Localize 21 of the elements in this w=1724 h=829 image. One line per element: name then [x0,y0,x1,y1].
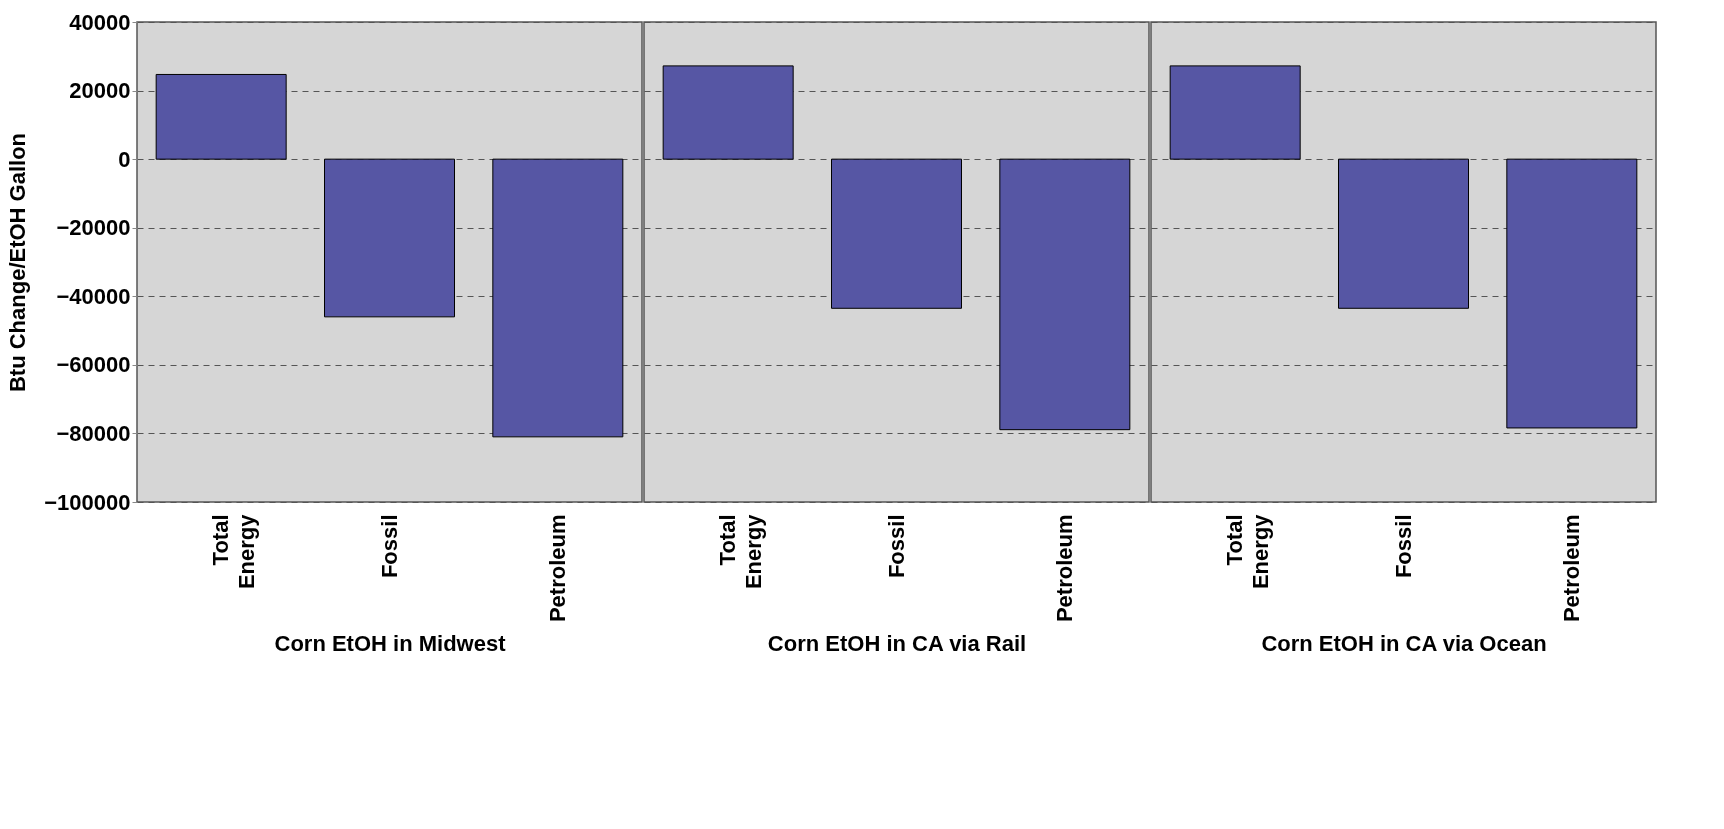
y-tick-label: 40000 [69,9,131,35]
y-tick-label: 0 [118,146,131,172]
x-tick-label: Total Energy [715,513,767,590]
x-tick-label: Petroleum [1051,514,1077,623]
x-tick-label: Petroleum [1558,514,1584,623]
x-tick-label: Total Energy [1222,513,1274,590]
y-axis-title: Btu Change/EtOH Gallon [5,132,31,393]
x-tick-label: Petroleum [544,514,570,623]
x-tick-label: Fossil [1390,514,1416,579]
y-tick-label: −40000 [56,283,131,309]
x-tick-label: Fossil [376,514,402,579]
y-tick-label: −100000 [44,489,131,515]
x-axis-title: Corn EtOH in CA via Rail [767,631,1027,657]
x-tick-label: Fossil [883,514,909,579]
y-tick-label: −60000 [56,352,131,378]
y-tick-label: 20000 [69,78,131,104]
y-tick-label: −80000 [56,420,131,446]
x-axis-title: Corn EtOH in Midwest [274,631,507,657]
x-axis-title: Corn EtOH in CA via Ocean [1261,631,1547,657]
y-tick-label: −20000 [56,215,131,241]
x-tick-label: Total Energy [208,513,260,590]
